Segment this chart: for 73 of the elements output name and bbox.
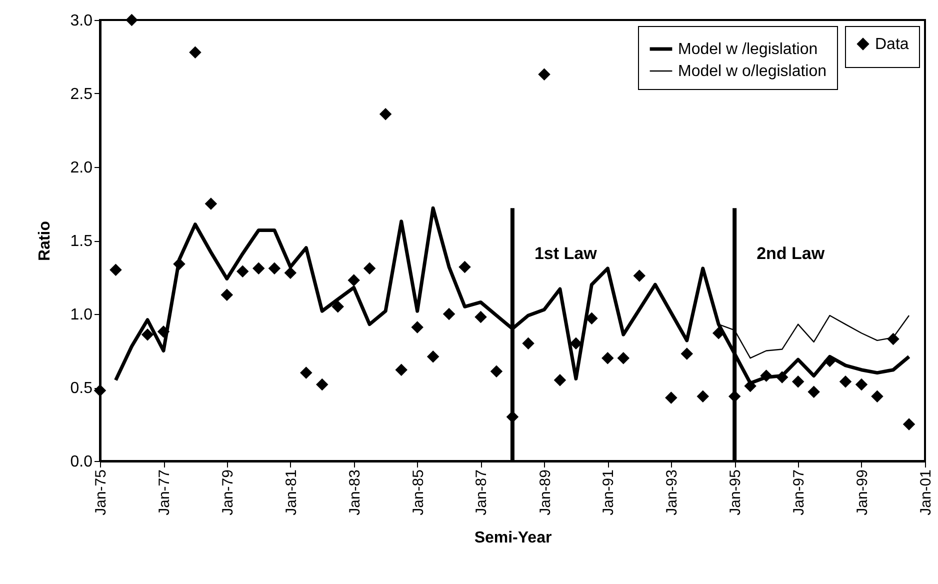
point xyxy=(300,366,312,379)
x-tick-label: Jan-91 xyxy=(600,470,618,516)
point xyxy=(220,288,234,302)
x-tick-label: Jan-97 xyxy=(790,470,808,516)
point xyxy=(554,374,566,386)
point xyxy=(126,14,138,26)
point xyxy=(776,371,788,384)
point xyxy=(442,308,456,320)
point xyxy=(538,68,550,81)
point xyxy=(348,274,360,286)
point xyxy=(871,390,884,402)
x-tick-label: Jan-99 xyxy=(854,470,871,516)
point xyxy=(204,198,218,210)
point xyxy=(665,392,678,404)
point xyxy=(633,270,646,282)
point xyxy=(522,337,534,350)
point xyxy=(902,418,916,430)
point xyxy=(395,364,408,376)
y-tick-label: 2.5 xyxy=(70,86,93,103)
y-tick-label: 1.0 xyxy=(70,306,93,324)
point xyxy=(252,262,265,275)
point xyxy=(236,265,249,278)
point xyxy=(617,352,630,364)
point xyxy=(760,370,772,382)
ref-line-label: 2nd Law xyxy=(756,244,826,264)
x-tick-label: Jan-81 xyxy=(282,470,300,516)
point xyxy=(744,380,756,392)
point xyxy=(363,262,376,275)
point xyxy=(680,348,694,360)
point xyxy=(110,264,122,276)
point xyxy=(855,378,868,391)
legend-label: Data xyxy=(875,36,909,53)
x-axis-title: Semi-Year xyxy=(474,529,552,546)
y-tick-label: 1.5 xyxy=(70,233,93,250)
point xyxy=(141,328,154,341)
point xyxy=(332,300,344,313)
point xyxy=(157,326,170,338)
point xyxy=(839,375,852,388)
point xyxy=(379,108,392,120)
point xyxy=(458,260,471,274)
point xyxy=(887,332,900,346)
y-tick-label: 0.0 xyxy=(70,454,93,470)
x-tick-label: Jan-01 xyxy=(918,470,934,516)
point xyxy=(808,386,820,398)
point xyxy=(824,354,836,368)
x-tick-label: Jan-83 xyxy=(346,470,364,516)
x-tick-label: Jan-87 xyxy=(473,470,490,516)
point xyxy=(474,310,487,324)
x-tick-label: Jan-79 xyxy=(219,470,236,516)
point xyxy=(426,350,440,363)
y-axis-title: Ratio xyxy=(36,220,54,261)
x-tick-label: Jan-95 xyxy=(727,470,744,516)
x-tick-label: Jan-85 xyxy=(410,470,427,516)
point xyxy=(316,378,328,391)
point xyxy=(268,262,281,275)
y-tick-label: 0.5 xyxy=(70,380,93,397)
x-tick-label: Jan-77 xyxy=(156,470,173,516)
legend-label: Model w o/legislation xyxy=(678,63,827,80)
point xyxy=(284,266,297,279)
point xyxy=(94,384,106,397)
point xyxy=(411,321,424,334)
x-tick-label: Jan-75 xyxy=(92,470,110,516)
x-tick-label: Jan-89 xyxy=(536,470,554,516)
legend-label: Model w /legislation xyxy=(678,41,818,58)
y-tick-label: 3.0 xyxy=(70,12,93,30)
y-tick-label: 2.0 xyxy=(70,160,93,176)
x-tick-label: Jan-93 xyxy=(664,470,681,516)
point xyxy=(490,365,503,378)
point xyxy=(602,352,614,364)
point xyxy=(189,46,202,58)
point xyxy=(792,375,804,388)
ref-line-label: 1st Law xyxy=(534,244,598,264)
point xyxy=(696,390,709,402)
